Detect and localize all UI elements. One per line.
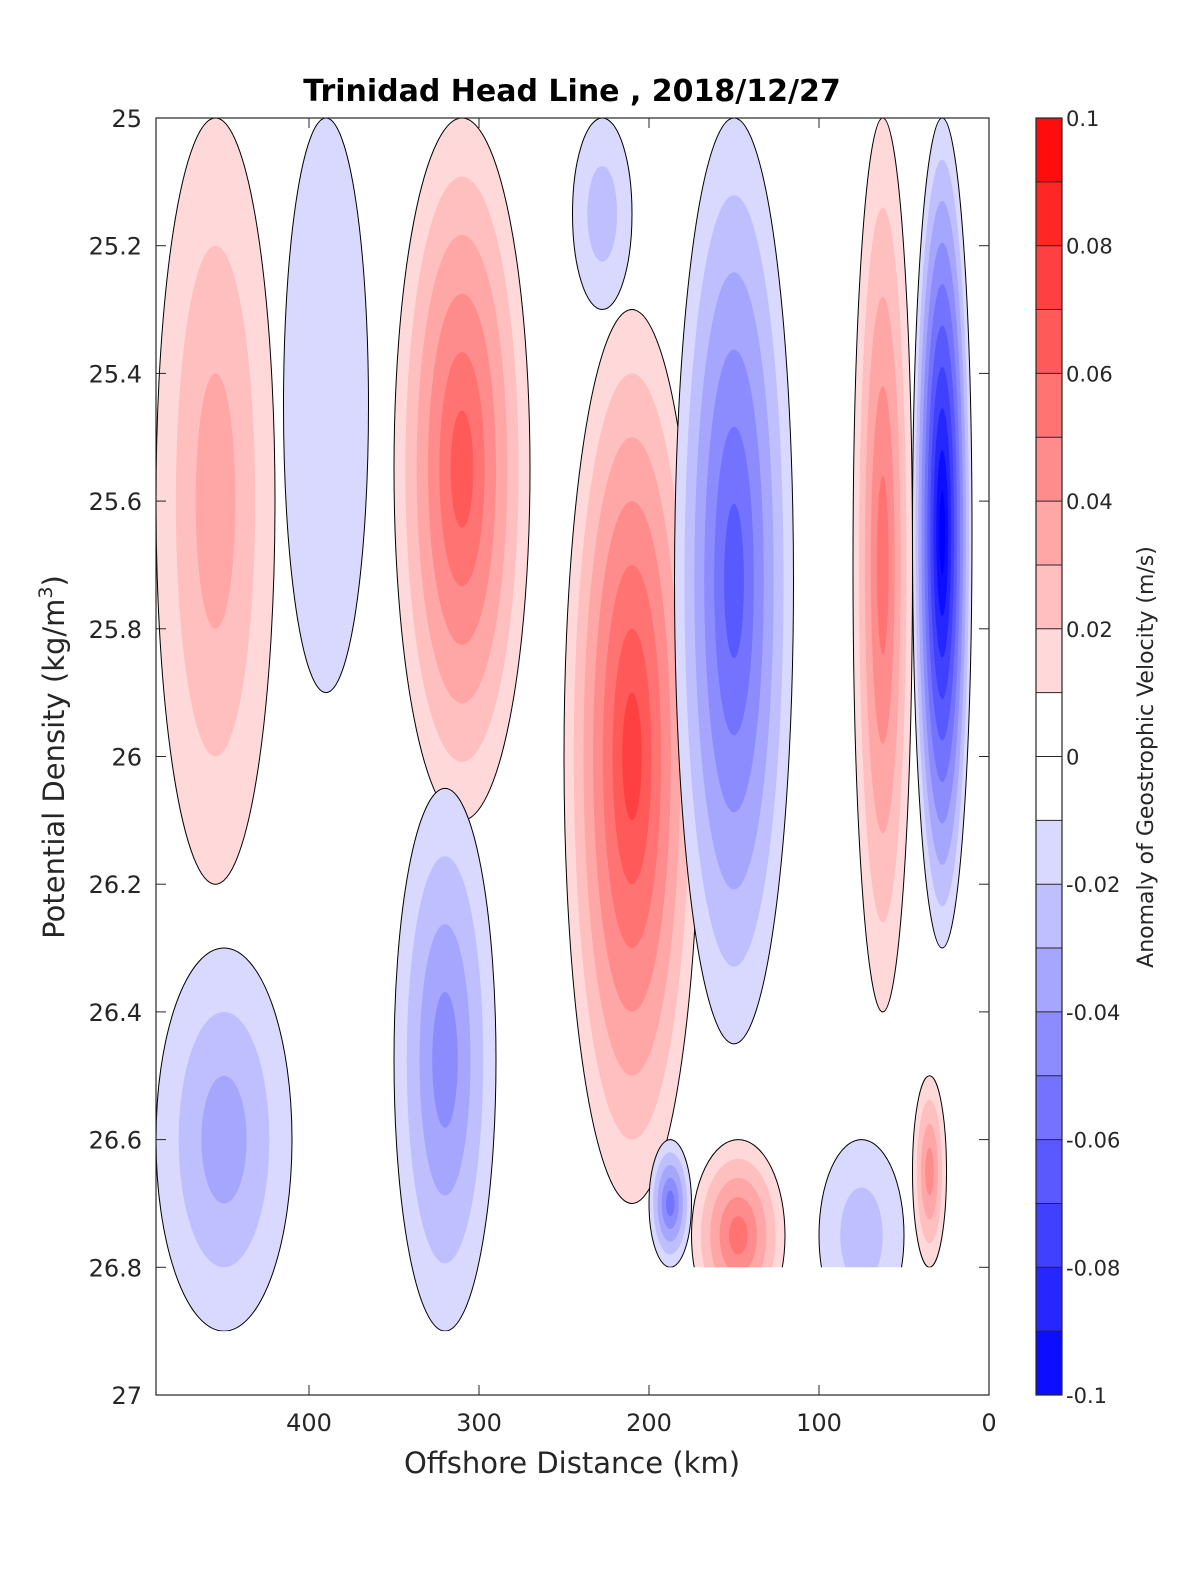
velocity-contour-band	[876, 475, 889, 655]
velocity-cell	[912, 118, 973, 949]
colorbar-swatch	[1036, 1011, 1062, 1077]
x-tick-label: 200	[626, 1409, 672, 1437]
velocity-contour-band	[724, 503, 744, 659]
colorbar-swatch	[1036, 692, 1062, 757]
zero-contour-line	[674, 118, 794, 1045]
colorbar-swatch	[1036, 437, 1062, 502]
colorbar-swatch	[1036, 373, 1062, 438]
colorbar-swatch	[1036, 948, 1062, 1013]
y-tick-label: 27	[111, 1382, 142, 1410]
colorbar-swatch	[1036, 118, 1062, 183]
colorbar-swatch	[1036, 1139, 1062, 1204]
velocity-cell	[393, 118, 531, 821]
colorbar-frame	[1035, 117, 1063, 1396]
velocity-cell	[563, 309, 701, 1204]
y-tick-label: 25.2	[89, 233, 142, 261]
y-tick-label: 26.8	[89, 1254, 142, 1282]
colorbar-tick-label: 0.02	[1066, 618, 1113, 642]
velocity-cell	[674, 118, 794, 1045]
y-tick-label: 26.4	[89, 999, 142, 1027]
colorbar-swatch	[1036, 309, 1062, 374]
colorbar-swatch	[1036, 820, 1062, 885]
colorbar-tick-label: 0.1	[1066, 107, 1099, 131]
velocity-cell	[572, 118, 633, 311]
velocity-contour-band	[728, 1216, 748, 1255]
colorbar-tick-label: -0.04	[1066, 1001, 1120, 1025]
velocity-contour-band	[939, 491, 946, 575]
x-tick-label: 0	[981, 1409, 996, 1437]
zero-contour-line	[572, 118, 633, 311]
missing-data-mask	[156, 1267, 989, 1395]
chart-title: Trinidad Head Line , 2018/12/27	[303, 74, 840, 109]
velocity-contour-band	[201, 1075, 247, 1204]
y-tick-label: 26	[111, 744, 142, 772]
colorbar-tick-label: -0.08	[1066, 1256, 1120, 1280]
velocity-cell	[156, 118, 276, 885]
colorbar-swatch	[1036, 1331, 1062, 1396]
y-tick-label: 25.4	[89, 360, 142, 388]
colorbar-swatch	[1036, 1267, 1062, 1332]
colorbar-tick-label: 0	[1066, 746, 1079, 770]
colorbar-tick-label: 0.06	[1066, 362, 1113, 386]
y-tick-label: 25.6	[89, 488, 142, 516]
y-axis-label-superscript: 3	[35, 586, 57, 598]
velocity-contour-band	[666, 1190, 675, 1217]
velocity-contour-band	[840, 1187, 883, 1284]
x-tick-label: 300	[456, 1409, 502, 1437]
colorbar-tick-label: -0.1	[1066, 1384, 1107, 1408]
y-tick-label: 26.6	[89, 1127, 142, 1155]
zero-contour-line	[393, 787, 497, 1332]
velocity-contour-band	[587, 165, 618, 262]
colorbar-swatch	[1036, 884, 1062, 949]
x-tick-label: 100	[796, 1409, 842, 1437]
velocity-contour-band	[450, 410, 474, 528]
y-tick-label: 26.2	[89, 871, 142, 899]
x-axis-label: Offshore Distance (km)	[404, 1446, 740, 1480]
colorbar-tick-label: 0.04	[1066, 490, 1113, 514]
colorbar-tick-label: -0.06	[1066, 1129, 1120, 1153]
colorbar-tick-label: 0.08	[1066, 235, 1113, 259]
velocity-cell	[912, 1075, 947, 1268]
y-axis-label-close: )	[37, 575, 71, 586]
y-tick-label: 25	[111, 105, 142, 133]
zero-contour-line	[156, 118, 276, 885]
colorbar-swatch	[1036, 628, 1062, 694]
plot-area	[155, 117, 990, 1396]
colorbar-ticks: 0.1 0.08 0.06 0.04 0.02 0 -0.02 -0.04 -0.06 -0.08…	[1066, 107, 1120, 1408]
colorbar-swatch	[1036, 501, 1062, 566]
velocity-contour-band	[195, 373, 236, 629]
y-axis-label-text: Potential Density (kg/m	[37, 599, 71, 939]
colorbar-swatches	[1036, 118, 1062, 1396]
colorbar-swatch	[1036, 756, 1062, 821]
colorbar-swatch	[1036, 564, 1062, 630]
x-tick-label: 400	[286, 1409, 332, 1437]
colorbar-swatch	[1036, 181, 1062, 247]
colorbar: 0.1 0.08 0.06 0.04 0.02 0 -0.02 -0.04 -0.06 -0.08…	[1035, 107, 1159, 1408]
colorbar-label: Anomaly of Geostrophic Velocity (m/s)	[1134, 546, 1159, 968]
colorbar-swatch	[1036, 1075, 1062, 1141]
zero-contour-line	[283, 118, 369, 694]
velocity-cell	[648, 1139, 692, 1268]
velocity-cell	[393, 787, 497, 1332]
y-axis: 25 25.2 25.4 25.6 25.8 26 26.2 26.4 26.6 26.8 27	[89, 105, 989, 1410]
velocity-contour-band	[283, 118, 369, 693]
x-axis: 400 300 200 100 0	[286, 118, 997, 1437]
zero-contour-line	[648, 1139, 692, 1268]
velocity-cell	[156, 947, 293, 1332]
colorbar-swatch	[1036, 245, 1062, 311]
velocity-cell	[283, 118, 369, 694]
velocity-contour-band	[925, 1147, 934, 1196]
colorbar-swatch	[1036, 1203, 1062, 1268]
y-tick-label: 25.8	[89, 616, 142, 644]
velocity-contour-band	[622, 692, 642, 821]
colorbar-tick-label: -0.02	[1066, 873, 1120, 897]
velocity-contour-band	[432, 991, 458, 1128]
y-axis-label: Potential Density (kg/m3)	[35, 575, 71, 939]
mask-region	[666, 1267, 989, 1395]
velocity-cell	[852, 118, 913, 1013]
